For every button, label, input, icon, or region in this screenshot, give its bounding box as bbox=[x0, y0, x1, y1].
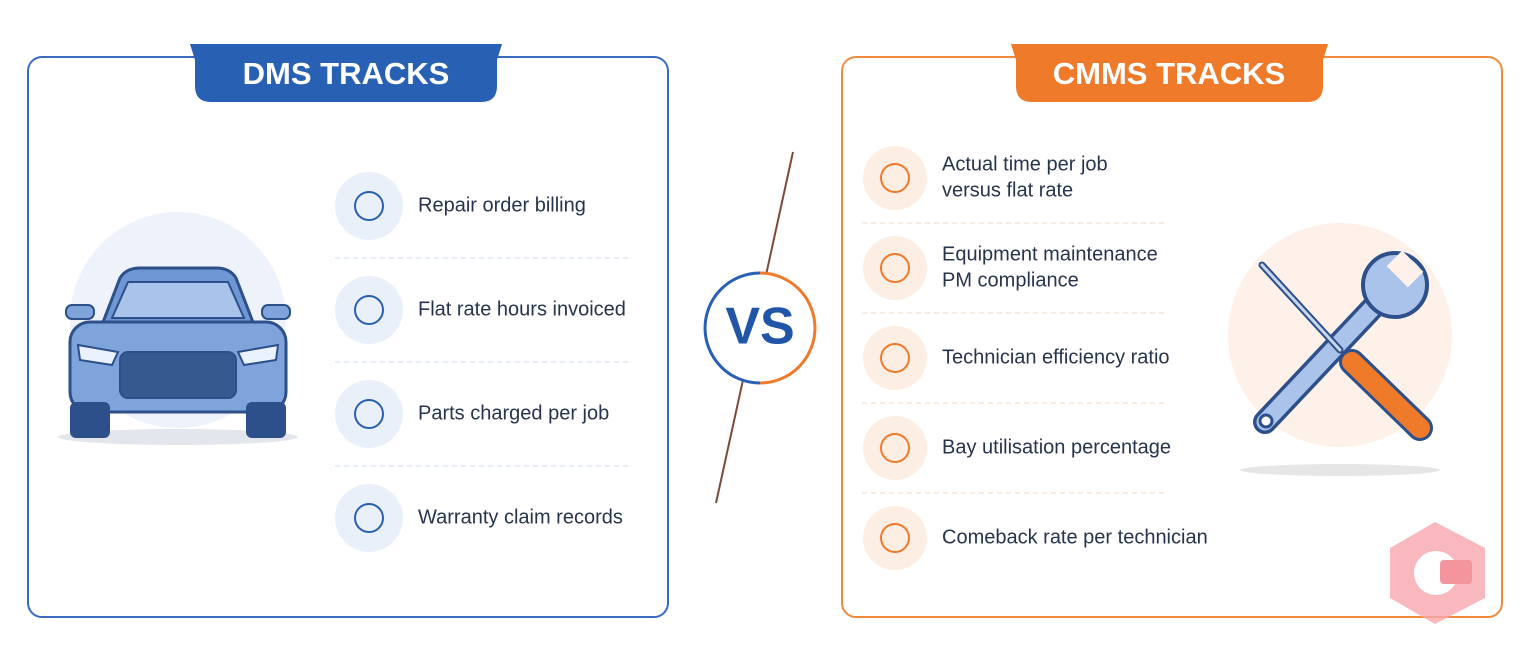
dms-title: DMS TRACKS bbox=[243, 56, 450, 91]
item-icon-glyph bbox=[880, 433, 910, 463]
item-label: Warranty claim records bbox=[418, 506, 623, 528]
item-label: Bay utilisation percentage bbox=[942, 436, 1171, 458]
item-icon bbox=[335, 276, 403, 344]
item-label: Technician efficiency ratio bbox=[942, 346, 1170, 368]
item-icon bbox=[335, 380, 403, 448]
item-icon-glyph bbox=[880, 253, 910, 283]
item-label: Parts charged per job bbox=[418, 402, 609, 424]
item-icon-glyph bbox=[354, 295, 384, 325]
item-icon bbox=[863, 146, 927, 210]
item-label: Repair order billing bbox=[418, 194, 586, 216]
cmms-title: CMMS TRACKS bbox=[1053, 56, 1286, 91]
item-icon-glyph bbox=[880, 343, 910, 373]
car-illustration bbox=[58, 212, 298, 445]
item-icon bbox=[335, 484, 403, 552]
item-icon bbox=[863, 236, 927, 300]
item-label: Comeback rate per technician bbox=[942, 526, 1208, 548]
item-icon bbox=[863, 416, 927, 480]
item-icon-glyph bbox=[880, 163, 910, 193]
vs-divider bbox=[703, 151, 817, 504]
item-icon bbox=[863, 326, 927, 390]
logo bbox=[1390, 522, 1485, 624]
item-label: PM compliance bbox=[942, 269, 1079, 291]
item-label: Flat rate hours invoiced bbox=[418, 298, 626, 320]
tools-illustration bbox=[1228, 223, 1452, 476]
item-icon-glyph bbox=[354, 503, 384, 533]
item-icon-glyph bbox=[354, 399, 384, 429]
item-icon bbox=[863, 506, 927, 570]
item-icon-glyph bbox=[354, 191, 384, 221]
vs-label: VS bbox=[725, 298, 794, 356]
item-label: versus flat rate bbox=[942, 179, 1073, 201]
item-label: Equipment maintenance bbox=[942, 243, 1158, 265]
cmms-tab bbox=[1011, 44, 1328, 102]
item-icon bbox=[335, 172, 403, 240]
item-icon-glyph bbox=[880, 523, 910, 553]
item-label: Actual time per job bbox=[942, 153, 1108, 175]
dms-tab bbox=[190, 44, 502, 102]
